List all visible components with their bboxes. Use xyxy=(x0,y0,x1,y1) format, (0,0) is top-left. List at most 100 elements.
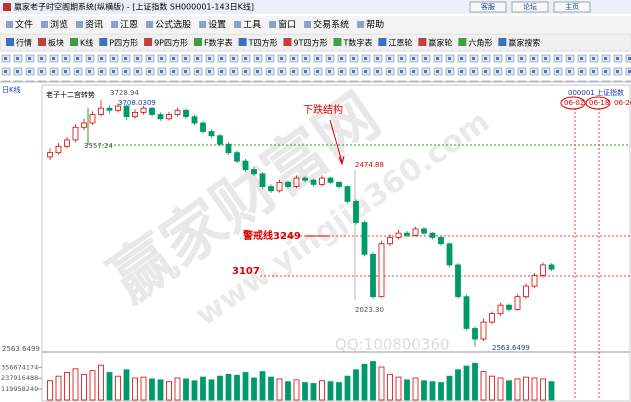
watermark: QQ:100800360 xyxy=(335,336,450,354)
tool-button[interactable]: 板块 xyxy=(48,38,64,48)
volume-bar xyxy=(293,379,300,401)
candle-body xyxy=(489,313,495,323)
volume-bar xyxy=(344,375,351,401)
candle-body xyxy=(387,236,393,245)
volume-tick-label: 119958249 xyxy=(1,385,38,393)
volume-bar xyxy=(446,375,453,401)
link-button[interactable] xyxy=(469,1,507,13)
link-button[interactable] xyxy=(511,1,549,13)
volume-bar xyxy=(412,377,419,401)
tool-button[interactable]: 赢家搜索 xyxy=(508,38,540,48)
menu-item[interactable]: 工具 xyxy=(243,20,261,31)
tool-button[interactable]: 六角形 xyxy=(468,38,492,48)
menu-item[interactable]: 江恩 xyxy=(120,20,138,31)
volume-bar xyxy=(200,376,206,401)
candle-body xyxy=(361,222,368,255)
tool-button[interactable]: 赢家轮 xyxy=(428,38,452,48)
volume-bar xyxy=(174,377,181,401)
window-title: 赢家老子时空阁期系统(纵横版) - [上证指数 SH000001-143日K线] xyxy=(14,2,254,12)
volume-bar xyxy=(259,371,266,401)
candle-body xyxy=(276,181,283,192)
menu-item[interactable]: 文件 xyxy=(15,19,33,31)
volume-bar xyxy=(64,372,70,401)
tool-icon xyxy=(283,38,292,46)
volume-bar xyxy=(234,374,240,401)
annotation: 3107 xyxy=(232,266,260,277)
menu-icon xyxy=(199,21,207,28)
volume-bar xyxy=(98,364,104,401)
volume-bar xyxy=(361,363,368,401)
tool-button[interactable]: T数字表 xyxy=(342,38,372,48)
volume-bar xyxy=(140,376,147,401)
candle-body xyxy=(429,232,436,238)
candle-body xyxy=(251,169,257,175)
link-button[interactable] xyxy=(553,1,591,13)
candle-body xyxy=(421,228,427,234)
date-circle xyxy=(585,96,611,110)
menu-item[interactable]: 窗口 xyxy=(278,19,296,31)
volume-bar xyxy=(489,375,495,401)
volume-bar xyxy=(429,381,436,401)
menu-icon xyxy=(6,21,13,28)
candle-body xyxy=(200,122,206,132)
link[interactable]: 客服 xyxy=(481,2,495,11)
tool-button[interactable]: K线 xyxy=(80,38,93,48)
link[interactable]: 论坛 xyxy=(523,2,537,11)
menu-item[interactable]: 公式选股 xyxy=(155,19,191,31)
menu-item[interactable]: 设置 xyxy=(208,20,226,31)
tool-icon xyxy=(498,38,507,46)
candle-body xyxy=(174,109,181,115)
candle-body xyxy=(344,186,351,202)
menu-item[interactable]: 资讯 xyxy=(85,20,103,31)
menu-icon xyxy=(76,21,84,28)
menu-bar xyxy=(0,16,631,33)
tool-button[interactable]: P四方形 xyxy=(109,38,138,48)
candle-body xyxy=(506,304,512,310)
menu-icon xyxy=(41,21,49,28)
menu-item[interactable]: 浏览 xyxy=(50,19,68,31)
link[interactable]: 主页 xyxy=(565,2,579,11)
menu-icon xyxy=(304,21,312,28)
tool-button[interactable]: 行情 xyxy=(16,38,32,48)
annotation: 3708.0309 xyxy=(118,99,156,107)
toolbar xyxy=(0,33,631,52)
candle-body xyxy=(378,243,385,298)
candle-body xyxy=(157,114,164,120)
candle-body xyxy=(327,177,334,183)
candle-body xyxy=(81,122,87,128)
tool-icon xyxy=(99,38,108,46)
annotation: 2474.88 xyxy=(355,161,384,169)
candle-body xyxy=(55,145,62,154)
candle-body xyxy=(463,296,470,329)
symbol-name: 上证指数 xyxy=(596,88,624,97)
date-circle xyxy=(560,96,586,110)
date: 06-02 xyxy=(564,99,584,107)
volume-bar xyxy=(276,378,283,401)
volume-bar xyxy=(268,376,274,401)
volume-bar xyxy=(370,361,376,401)
volume-bar xyxy=(421,380,427,401)
volume-bar xyxy=(319,380,325,401)
tool-button[interactable]: 9P四方形 xyxy=(154,38,188,48)
tool-button[interactable]: T四方形 xyxy=(248,38,278,48)
tool-button[interactable]: F数字表 xyxy=(204,38,233,48)
tool-button[interactable]: 9T四方形 xyxy=(294,38,328,48)
candle-body xyxy=(132,112,138,118)
candle-body xyxy=(89,114,96,124)
volume-bar xyxy=(514,378,521,401)
menu-item[interactable]: 交易系统 xyxy=(313,19,349,31)
volume-bar xyxy=(55,375,62,401)
candle-body xyxy=(480,321,487,340)
menu-item[interactable]: 帮助 xyxy=(366,19,384,31)
candle-body xyxy=(514,296,521,310)
indicator: 老子十二宫转势 xyxy=(46,90,95,99)
candle-body xyxy=(115,105,121,111)
tool-icon xyxy=(194,38,202,46)
volume-bar xyxy=(480,371,487,401)
volume-bar xyxy=(123,369,130,401)
candle-body xyxy=(472,328,478,340)
volume-bar xyxy=(531,377,538,401)
tool-button[interactable]: 江恩轮 xyxy=(388,38,412,48)
volume-bar xyxy=(72,368,79,401)
